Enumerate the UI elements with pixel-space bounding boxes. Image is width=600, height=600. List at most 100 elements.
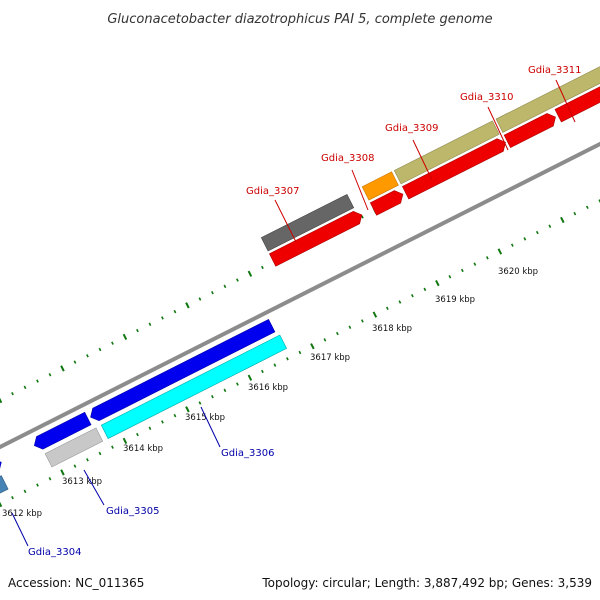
gene-label-gdia-3309[interactable]: Gdia_3309 xyxy=(385,123,438,134)
minor-tick xyxy=(523,237,527,241)
minor-tick xyxy=(336,331,339,336)
major-tick xyxy=(247,270,253,277)
minor-tick xyxy=(86,354,89,358)
gene-feature-gdia-3305[interactable] xyxy=(0,456,4,499)
minor-tick xyxy=(223,388,227,393)
feature-cyan[interactable] xyxy=(100,334,288,439)
minor-tick xyxy=(535,230,539,235)
minor-tick xyxy=(448,275,452,279)
kbp-label: 3616 kbp xyxy=(248,383,288,393)
minor-tick xyxy=(360,215,364,219)
minor-tick xyxy=(173,309,177,314)
gene-leader-lines xyxy=(11,79,576,547)
minor-tick xyxy=(485,256,489,260)
topology-text: Topology: circular; Length: 3,887,492 bp… xyxy=(261,576,592,590)
minor-tick xyxy=(236,382,239,386)
major-tick xyxy=(185,302,190,309)
minor-tick xyxy=(161,420,164,424)
major-tick xyxy=(0,397,3,404)
minor-tick xyxy=(48,477,52,481)
minor-tick xyxy=(136,432,139,437)
minor-tick xyxy=(286,357,289,361)
gene-feature-gdia-3307[interactable] xyxy=(269,209,365,267)
gene-feature-gdia-3309[interactable] xyxy=(402,136,508,200)
feature-dark-grey[interactable] xyxy=(260,193,355,252)
gene-label-gdia-3304[interactable]: Gdia_3304 xyxy=(28,547,81,558)
accession-text: Accession: NC_011365 xyxy=(8,576,144,590)
minor-tick xyxy=(236,278,239,282)
minor-tick xyxy=(223,284,227,289)
gene-feature-gdia-3308[interactable] xyxy=(369,188,406,216)
gene-feature-gdia-3304[interactable] xyxy=(0,475,9,517)
minor-tick xyxy=(585,205,589,210)
kbp-label: 3619 kbp xyxy=(435,295,475,305)
minor-tick xyxy=(473,262,477,266)
genome-title: Gluconacetobacter diazotrophicus PAI 5, … xyxy=(107,12,492,27)
feature-khaki-2[interactable] xyxy=(495,38,600,133)
minor-tick xyxy=(348,325,352,329)
major-tick xyxy=(435,279,440,287)
minor-tick xyxy=(73,464,77,468)
minor-tick xyxy=(460,268,464,273)
feature-orange[interactable] xyxy=(361,171,399,201)
minor-tick xyxy=(173,413,177,418)
kbp-label: 3612 kbp xyxy=(2,509,42,519)
feature-light-grey[interactable] xyxy=(44,427,104,468)
major-tick xyxy=(247,374,253,381)
minor-tick xyxy=(573,211,577,216)
minor-tick xyxy=(323,338,327,342)
minor-tick xyxy=(360,319,364,323)
minor-tick xyxy=(261,369,264,374)
gene-feature-gdia-3311[interactable] xyxy=(554,53,600,123)
gene-label-gdia-3311[interactable]: Gdia_3311 xyxy=(528,65,581,76)
major-tick xyxy=(60,469,65,476)
minor-tick xyxy=(136,328,139,333)
minor-tick xyxy=(98,347,102,352)
minor-tick xyxy=(273,363,277,367)
minor-tick xyxy=(198,401,202,405)
gene-label-gdia-3306[interactable]: Gdia_3306 xyxy=(221,448,274,459)
gene-label-gdia-3310[interactable]: Gdia_3310 xyxy=(460,92,513,103)
gene-label-gdia-3305[interactable]: Gdia_3305 xyxy=(106,506,159,517)
minor-tick xyxy=(36,379,39,383)
minor-tick xyxy=(410,293,414,298)
major-tick xyxy=(310,343,315,350)
gene-feature-gdia-3306[interactable] xyxy=(87,318,276,423)
major-tick xyxy=(560,216,565,224)
gene-labels: Gdia_3304 Gdia_3305 Gdia_3306 Gdia_3307 … xyxy=(28,65,581,558)
minor-tick xyxy=(298,350,302,355)
minor-tick xyxy=(198,297,202,301)
feature-khaki-1[interactable] xyxy=(393,120,500,185)
genome-backbone xyxy=(0,141,600,450)
minor-tick xyxy=(111,445,114,449)
minor-tick xyxy=(86,458,89,462)
kbp-label: 3615 kbp xyxy=(185,413,225,423)
minor-tick xyxy=(111,341,114,345)
minor-tick xyxy=(48,373,52,377)
minor-tick xyxy=(423,287,427,292)
kbp-label: 3613 kbp xyxy=(62,477,102,487)
gene-label-gdia-3307[interactable]: Gdia_3307 xyxy=(246,186,299,197)
minor-tick xyxy=(161,316,164,320)
minor-tick xyxy=(23,385,27,390)
major-tick xyxy=(122,437,128,445)
kbp-label: 3620 kbp xyxy=(498,267,538,277)
major-tick xyxy=(497,248,503,255)
minor-tick xyxy=(548,224,552,228)
minor-tick xyxy=(398,300,402,304)
minor-tick xyxy=(385,306,389,311)
gene-feature-gdia-3305b[interactable] xyxy=(31,411,92,452)
minor-tick xyxy=(11,495,14,500)
major-tick xyxy=(185,406,190,413)
kbp-label: 3614 kbp xyxy=(123,444,163,454)
gene-label-gdia-3308[interactable]: Gdia_3308 xyxy=(321,153,374,164)
major-tick xyxy=(60,365,65,372)
gene-feature-gdia-3310[interactable] xyxy=(503,111,559,149)
major-tick xyxy=(0,501,3,508)
minor-tick xyxy=(510,243,514,247)
minor-tick xyxy=(73,360,77,364)
minor-tick xyxy=(11,391,14,396)
minor-tick xyxy=(98,451,102,456)
minor-tick xyxy=(211,290,214,295)
